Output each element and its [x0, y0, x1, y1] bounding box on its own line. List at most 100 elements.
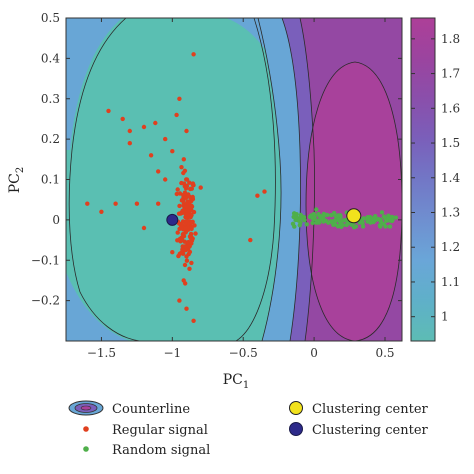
x-tick-label: 0.5 — [375, 346, 394, 360]
regular-signal-point — [163, 177, 168, 182]
regular-signal-point — [193, 231, 198, 236]
regular-signal-point — [153, 120, 158, 126]
regular-signal-point — [187, 266, 192, 271]
random-signal-point — [387, 224, 393, 229]
regular-signal-point — [183, 244, 188, 249]
regular-signal-point — [189, 260, 194, 266]
regular-signal-point — [183, 247, 189, 253]
regular-signal-point — [127, 141, 132, 146]
random-signal-point — [335, 224, 341, 229]
regular-signal-point — [120, 116, 125, 122]
random-signal-point — [319, 217, 324, 222]
random-signal-point — [384, 218, 389, 223]
y-tick-label: −0.2 — [31, 294, 60, 308]
colorbar: 1.8 1.7 1.6 1.5 1.4 1.3 1.2 1.1 1 — [410, 17, 460, 342]
random-signal-point — [377, 223, 383, 228]
random-signal-point — [390, 218, 395, 223]
random-signal-point — [365, 215, 370, 220]
regular-signal-point — [141, 124, 147, 130]
legend-label-random-signal: Random signal — [112, 443, 210, 458]
regular-signal-point — [113, 201, 118, 206]
regular-signal-point — [175, 187, 180, 192]
scatter-points — [85, 52, 399, 323]
regular-signal-point — [170, 149, 175, 154]
y-tick-label: 0.2 — [41, 132, 60, 146]
colorbar-tick-label: 1.6 — [441, 101, 460, 115]
random-signal-point — [292, 224, 297, 229]
x-axis-label: PC1 — [223, 372, 250, 391]
x-tick-label: −1.5 — [87, 346, 116, 360]
regular-signal-point — [174, 191, 179, 197]
regular-signal-point — [184, 208, 190, 213]
regular-signal-point — [156, 201, 161, 206]
random-signal-point — [291, 214, 296, 220]
y-tick-label: 0.3 — [41, 92, 60, 106]
regular-signal-point — [179, 165, 184, 170]
random-signal-point — [297, 223, 302, 228]
legend-label-clustering-center-blue: Clustering center — [312, 423, 429, 438]
colorbar-scale — [410, 17, 436, 342]
random-signal-point — [373, 214, 378, 219]
y-tick-label: 0.5 — [41, 11, 60, 25]
random-signal-point — [294, 212, 299, 217]
random-signal-point — [304, 222, 309, 227]
random-signal-point — [335, 213, 341, 218]
y-axis-ticks: 0.5 0.4 0.3 0.2 0.1 0 −0.1 −0.2 — [31, 11, 402, 308]
regular-signal-point — [248, 237, 253, 243]
random-signal-point — [337, 219, 342, 224]
regular-signal-point — [177, 96, 182, 102]
plot-area — [66, 18, 402, 341]
regular-signal-point — [180, 247, 185, 252]
regular-signal-point — [186, 251, 191, 257]
y-tick-label: 0.4 — [41, 51, 60, 65]
regular-signal-point — [179, 235, 184, 240]
contour-level-blue-top-left — [66, 18, 122, 150]
contour-level-blue-band — [258, 18, 300, 341]
regular-signal-point — [184, 177, 189, 182]
regular-signal-point — [181, 192, 186, 198]
regular-signal-point — [181, 170, 186, 176]
random-signal-point — [353, 224, 359, 229]
regular-signal-point — [184, 258, 190, 263]
colorbar-tick-label: 1.1 — [441, 275, 460, 289]
colorbar-tick-label: 1.7 — [441, 67, 460, 81]
clustering-center-blue — [166, 213, 179, 226]
legend-item-clustering-center-blue: Clustering center — [289, 422, 429, 438]
regular-signal-point — [182, 239, 187, 244]
regular-signal-point — [177, 298, 182, 303]
legend: Counterline Regular signal Random signal… — [68, 400, 429, 458]
regular-signal-point — [191, 52, 196, 57]
regular-signal-point — [187, 194, 192, 200]
x-tick-label: −0.5 — [229, 346, 258, 360]
legend-item-random-signal: Random signal — [83, 443, 210, 458]
regular-signal-point — [189, 224, 194, 229]
clustering-center-yellow — [346, 208, 362, 224]
regular-signal-point — [177, 203, 182, 209]
colorbar-tick-label: 1 — [441, 310, 449, 324]
regular-signal-point — [182, 262, 188, 268]
random-signal-point — [316, 212, 321, 217]
regular-signal-point — [141, 225, 147, 231]
colorbar-ticks: 1.8 1.7 1.6 1.5 1.4 1.3 1.2 1.1 1 — [411, 32, 460, 324]
random-signal-point — [344, 222, 349, 228]
regular-signal-point — [191, 318, 196, 323]
regular-signal-point — [185, 212, 190, 218]
colorbar-tick-label: 1.8 — [441, 32, 460, 46]
regular-signal-point — [186, 239, 191, 245]
colorbar-tick-label: 1.2 — [441, 240, 460, 254]
regular-signal-point — [127, 128, 132, 134]
legend-label-counterline: Counterline — [112, 402, 190, 417]
random-signal-point — [333, 218, 338, 223]
regular-signal-point — [179, 224, 185, 229]
regular-signal-point — [185, 200, 191, 206]
regular-signal-point — [188, 235, 193, 241]
regular-signal-point — [187, 180, 192, 185]
random-signal-point — [383, 224, 388, 229]
regular-signal-point — [177, 251, 182, 256]
regular-signal-point — [148, 153, 154, 158]
y-tick-label: 0 — [52, 213, 60, 227]
regular-signal-point — [188, 186, 193, 192]
random-signal-point — [296, 218, 301, 223]
regular-signal-point — [189, 207, 194, 212]
regular-signal-point — [180, 208, 185, 213]
